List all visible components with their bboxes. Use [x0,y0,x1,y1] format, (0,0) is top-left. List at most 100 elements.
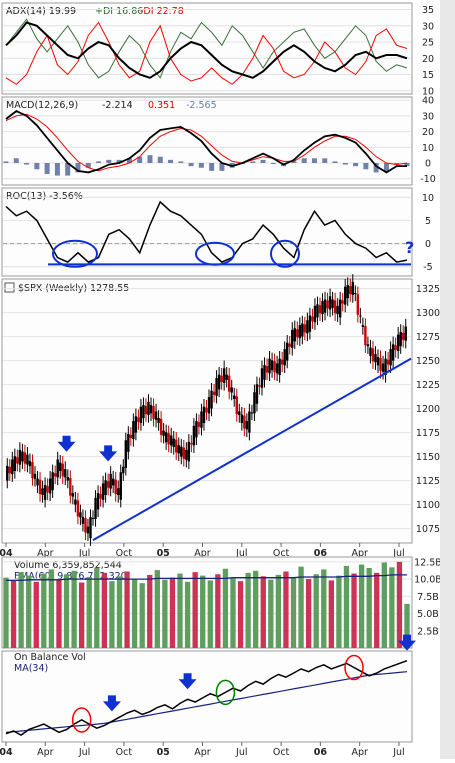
price-y-tick-label: 1100 [416,500,440,511]
macd-histogram-bar [301,158,307,163]
macd-value: -2.214 [102,100,133,111]
price-candle-body [159,418,163,435]
price-candle-body [222,368,226,383]
price-candle-body [227,375,231,392]
obv-arrow-annotation [102,695,121,712]
macd-histogram-bar [188,163,194,167]
price-candle-body [346,285,349,299]
price-candle-body [66,477,69,481]
price-candle-body [134,416,138,433]
price-candle-body [195,421,198,438]
price-candle-body [38,479,42,495]
price-candle-body [8,466,11,474]
macd-histogram-bar [106,159,112,163]
price-candle-body [149,405,153,414]
volume-bar [260,576,266,648]
obv-x-tick-label: Apr [351,747,368,758]
price-candle-body [11,459,14,475]
price-candle-body [308,315,312,332]
price-candle-body [333,300,337,314]
price-candle-body [41,488,44,495]
volume-bar [124,571,130,648]
volume-bar [18,572,24,648]
volume-ema-label: EMA(60) 9,876,792,320 [14,571,127,582]
price-candle-body [303,324,307,333]
price-y-tick-label: 1075 [416,524,440,535]
price-candle-body [273,361,276,373]
price-candle-body [139,406,143,423]
price-candle-body [323,299,327,313]
volume-bar [94,568,100,648]
volume-bar [396,561,403,648]
obv-x-tick-label: 04 [0,747,13,758]
price-candle-body [376,357,380,366]
volume-bar [63,574,70,648]
macd-histogram-bar [250,161,256,163]
price-candle-body [313,305,317,323]
roc-y-tick-label: 10 [422,193,434,204]
adx-y-tick-label: 10 [422,86,434,97]
price-candle-body [245,421,249,430]
adx-y-tick-label: 35 [422,5,434,16]
roc-title: ROC(13) -3.56% [6,191,83,202]
price-candle-body [296,329,299,338]
price-candle-body [205,407,208,413]
volume-bar [222,568,229,648]
macd-histogram-bar [270,163,276,164]
price-y-tick-label: 1325 [416,284,440,295]
price-candle-body [391,344,395,361]
price-candle-body [182,447,186,459]
price-candle-body [157,417,160,423]
price-candle-body [326,300,329,309]
price-candle-body [318,305,322,314]
price-candle-body [359,315,362,317]
price-candle-body [298,325,302,339]
price-y-tick-label: 1300 [416,308,440,319]
macd-histogram-bar [3,161,9,163]
volume-bar [169,577,176,648]
roc-circle-annotation [195,241,235,266]
macd-histogram-bar [394,163,400,165]
volume-bar [230,578,236,648]
volume-bar [283,571,289,648]
volume-bar [154,570,160,648]
volume-bar [10,580,17,648]
volume-bar [116,576,123,648]
price-candle-body [74,499,77,505]
volume-bar [41,573,47,648]
volume-bar [109,581,115,648]
price-candle-body [94,497,97,519]
price-panel: $SPX (Weekly) 1278.55 132513001275125012… [0,274,440,559]
price-candle-body [167,433,170,445]
obv-x-tick-label: 06 [314,747,328,758]
price-candle-body [386,359,390,365]
price-candle-body [316,304,319,318]
plus-di-line [5,18,408,79]
price-y-tick-label: 1150 [416,452,440,463]
volume-bar [366,568,372,648]
price-candle-body [238,411,241,415]
price-candle-body [81,517,85,524]
macd-y-tick-label: 10 [422,143,434,154]
price-candle-body [109,473,112,489]
obv-x-tick-label: Oct [116,747,133,758]
price-candle-body [263,365,266,380]
price-candle-body [106,481,110,488]
price-candle-body [379,358,382,371]
macd-y-tick-label: 0 [425,159,431,170]
price-candle-body [36,478,39,486]
obv-circle-annotation [344,654,364,681]
price-candle-body [164,432,168,443]
price-candle-body [293,328,296,342]
price-candle-body [48,478,52,494]
roc-circle-annotation [52,239,98,268]
volume-bar [48,569,55,648]
price-x-tick-label: Jul [235,548,247,559]
price-x-tick-label: Oct [273,548,290,559]
macd-histogram-bar [373,163,379,173]
price-candle-body [243,415,246,429]
macd-histogram-bar [383,163,389,173]
macd-histogram-bar [24,163,30,165]
price-x-tick-label: Oct [116,548,133,559]
